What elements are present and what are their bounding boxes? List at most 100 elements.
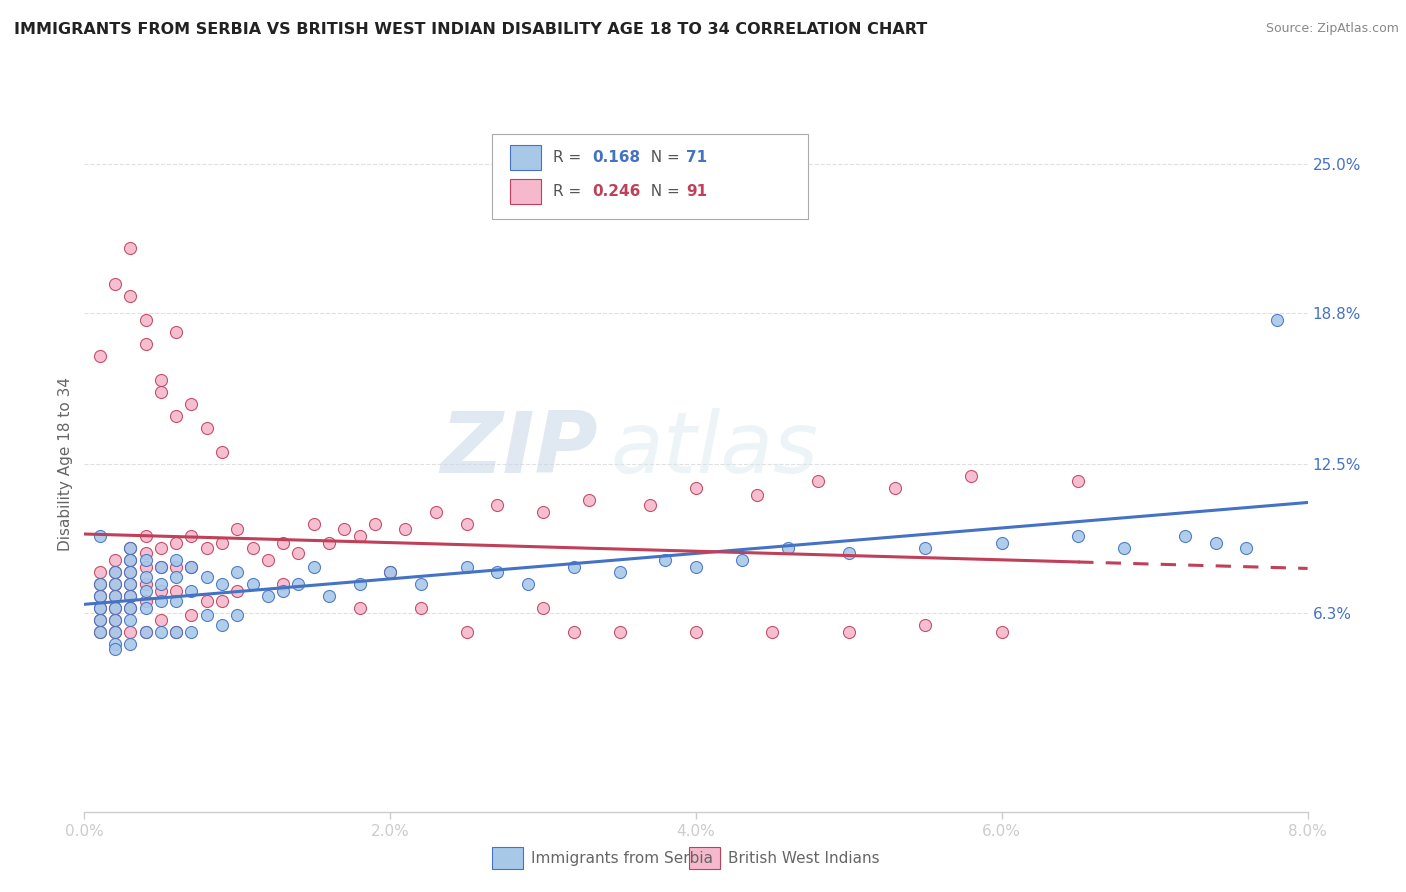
Point <box>242 541 264 555</box>
Point <box>89 613 111 627</box>
Point <box>807 474 830 488</box>
Point <box>271 536 294 550</box>
Point <box>120 637 142 651</box>
Text: 0.168: 0.168 <box>592 151 640 165</box>
Point <box>89 624 111 639</box>
Point <box>120 600 142 615</box>
Point <box>89 589 111 603</box>
Point <box>120 589 142 603</box>
Point <box>149 560 172 574</box>
Point <box>838 624 860 639</box>
Point <box>104 637 127 651</box>
Point <box>685 560 707 574</box>
Point <box>883 481 905 495</box>
Point <box>135 553 157 567</box>
Point <box>104 576 127 591</box>
Point <box>271 584 294 599</box>
Point <box>165 409 187 423</box>
Point <box>486 565 509 579</box>
Point <box>149 384 172 399</box>
Point <box>89 600 111 615</box>
Point <box>562 560 585 574</box>
Point <box>1174 529 1197 543</box>
Point <box>89 589 111 603</box>
Point <box>638 498 661 512</box>
Point <box>89 576 111 591</box>
Point <box>409 576 432 591</box>
Point <box>89 624 111 639</box>
Point <box>120 553 142 567</box>
Point <box>149 541 172 555</box>
Point <box>991 624 1014 639</box>
Point <box>149 593 172 607</box>
Point <box>89 576 111 591</box>
Point <box>149 624 172 639</box>
Point <box>104 589 127 603</box>
Point <box>120 289 142 303</box>
Point <box>257 553 280 567</box>
Point <box>333 522 356 536</box>
Point <box>165 553 187 567</box>
Text: British West Indians: British West Indians <box>728 851 880 865</box>
Point <box>104 565 127 579</box>
Text: R =: R = <box>553 151 586 165</box>
Point <box>349 576 371 591</box>
Point <box>456 516 478 531</box>
Text: atlas: atlas <box>610 409 818 491</box>
Point <box>104 277 127 291</box>
Point <box>120 613 142 627</box>
Point <box>180 624 202 639</box>
Text: 0.246: 0.246 <box>592 185 640 199</box>
Point <box>104 576 127 591</box>
Point <box>180 560 202 574</box>
Point <box>104 641 127 656</box>
Point <box>1205 536 1227 550</box>
Point <box>1067 529 1090 543</box>
Point <box>89 613 111 627</box>
Point <box>180 584 202 599</box>
Point <box>257 589 280 603</box>
Point <box>456 624 478 639</box>
Point <box>242 576 264 591</box>
Point <box>960 468 983 483</box>
Text: R =: R = <box>553 185 586 199</box>
Point <box>287 576 309 591</box>
Point <box>302 516 325 531</box>
Point <box>456 560 478 574</box>
Point <box>135 576 157 591</box>
Point <box>195 607 218 622</box>
Point <box>120 600 142 615</box>
Point <box>1067 474 1090 488</box>
Point <box>135 624 157 639</box>
Point <box>89 600 111 615</box>
Point <box>104 600 127 615</box>
Point <box>104 553 127 567</box>
Text: 71: 71 <box>686 151 707 165</box>
Point <box>211 445 233 459</box>
Point <box>180 560 202 574</box>
Point <box>1114 541 1136 555</box>
Text: Immigrants from Serbia: Immigrants from Serbia <box>531 851 713 865</box>
Point <box>165 624 187 639</box>
Point <box>165 593 187 607</box>
Point <box>226 565 249 579</box>
Point <box>211 576 233 591</box>
Point <box>302 560 325 574</box>
Point <box>135 337 157 351</box>
Text: IMMIGRANTS FROM SERBIA VS BRITISH WEST INDIAN DISABILITY AGE 18 TO 34 CORRELATIO: IMMIGRANTS FROM SERBIA VS BRITISH WEST I… <box>14 22 928 37</box>
Point <box>149 584 172 599</box>
Point <box>120 624 142 639</box>
Point <box>120 553 142 567</box>
Point <box>318 536 340 550</box>
Point <box>135 546 157 560</box>
Y-axis label: Disability Age 18 to 34: Disability Age 18 to 34 <box>58 376 73 551</box>
Point <box>761 624 783 639</box>
Point <box>409 600 432 615</box>
Text: N =: N = <box>641 151 685 165</box>
Point <box>120 541 142 555</box>
Point <box>104 589 127 603</box>
Point <box>211 617 233 632</box>
Point <box>654 553 676 567</box>
Point <box>226 522 249 536</box>
Point <box>516 576 538 591</box>
